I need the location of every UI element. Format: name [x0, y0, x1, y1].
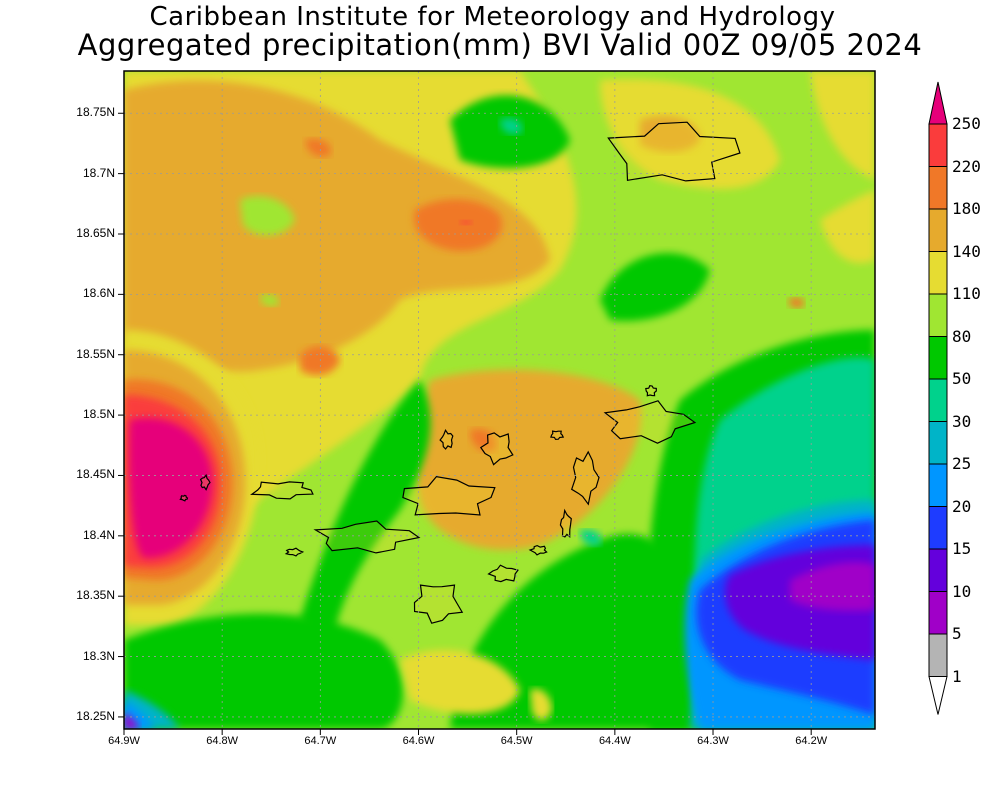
contour-region-110	[810, 71, 875, 180]
colorbar-swatch	[928, 633, 948, 677]
y-tick-label: 18.75N	[76, 105, 115, 120]
colorbar-level-label: 80	[952, 326, 972, 346]
colorbar-swatch	[928, 548, 948, 592]
y-tick-label: 18.4N	[82, 527, 115, 542]
island-outline	[603, 400, 697, 444]
colorbar-swatch	[928, 293, 948, 337]
contour-region-180	[788, 297, 805, 308]
colorbar-level-label: 140	[952, 241, 981, 261]
colorbar-swatch	[928, 251, 948, 295]
island-outline	[607, 121, 741, 182]
contour-region-110	[400, 650, 520, 714]
precipitation-field	[124, 71, 875, 729]
island-outline	[250, 481, 314, 500]
colorbar-level-label: 180	[952, 199, 981, 218]
x-tick-label: 64.4W	[598, 735, 631, 747]
island-outline	[487, 564, 519, 583]
contour-region-110	[820, 190, 875, 264]
island-outline	[645, 385, 657, 397]
colorbar-level-label: 110	[952, 284, 981, 303]
figure-subtitle: Aggregated precipitation(mm) BVI Valid 0…	[77, 28, 923, 62]
contour-region-80	[260, 294, 279, 306]
island-outline	[550, 430, 565, 441]
axes-ticks	[118, 112, 812, 735]
contour-region-30	[794, 419, 805, 433]
island-outline	[439, 429, 454, 450]
x-tick-label: 64.7W	[304, 735, 337, 747]
figure-title: Caribbean Institute for Meteorology and …	[149, 2, 836, 32]
contour-region-50	[124, 613, 404, 729]
contour-region-250	[129, 418, 213, 559]
contour-region-180	[414, 199, 502, 251]
contour-region-180	[305, 138, 331, 157]
contour-region-140	[124, 80, 550, 372]
colorbar-level-label: 25	[952, 454, 972, 473]
contour-region-5	[790, 562, 875, 611]
contour-region-30	[500, 118, 523, 135]
island-outline	[413, 584, 464, 624]
island-outline	[528, 544, 548, 556]
y-tick-label: 18.7N	[82, 165, 115, 180]
island-outline	[402, 475, 496, 516]
grid-lines	[124, 71, 875, 729]
colorbar-level-label: 250	[952, 114, 981, 133]
colorbar-swatch	[928, 463, 948, 507]
colorbar-swatch	[928, 336, 948, 380]
y-tick-label: 18.6N	[82, 286, 115, 301]
colorbar-level-label: 10	[952, 581, 972, 601]
x-tick-label: 64.2W	[795, 735, 828, 747]
x-tick-label: 64.9W	[108, 735, 140, 747]
island-outline	[313, 520, 421, 554]
x-tick-label: 64.5W	[500, 735, 533, 747]
island-outline	[479, 432, 514, 466]
colorbar-level-label: 1	[952, 666, 962, 686]
colorbar-level-label: 50	[952, 369, 972, 388]
color-legend	[928, 81, 948, 715]
contour-region-140	[415, 369, 642, 550]
contour-region-50	[300, 380, 431, 650]
island-outline	[199, 473, 211, 491]
x-tick-label: 64.8W	[206, 735, 239, 747]
x-tick-label: 64.3W	[697, 735, 729, 747]
colorbar-level-label: 20	[952, 496, 972, 516]
colorbar-swatch	[928, 506, 948, 550]
island-outline	[570, 450, 600, 506]
y-tick-label: 18.65N	[76, 225, 115, 240]
y-tick-label: 18.45N	[76, 467, 115, 482]
colorbar-level-label: 15	[952, 539, 972, 558]
contour-region-220	[460, 220, 472, 225]
colorbar-swatch	[928, 166, 948, 210]
y-tick-label: 18.35N	[76, 588, 115, 603]
contour-region-30	[580, 529, 602, 546]
colorbar-top-arrow	[928, 81, 948, 125]
colorbar-swatch	[928, 208, 948, 252]
contour-region-5	[124, 712, 140, 729]
y-tick-label: 18.25N	[76, 708, 115, 723]
y-tick-label: 18.5N	[82, 407, 115, 422]
island-outline	[284, 547, 305, 557]
colorbar-level-label: 5	[952, 624, 962, 643]
colorbar-swatch	[928, 421, 948, 465]
colorbar-level-label: 30	[952, 411, 972, 431]
contour-region-140	[640, 116, 700, 152]
island-outline	[179, 494, 189, 502]
y-tick-label: 18.55N	[76, 346, 115, 361]
contour-region-80	[240, 196, 295, 236]
colorbar-swatch	[928, 591, 948, 635]
plot-frame	[123, 70, 876, 730]
contour-region-110	[530, 688, 552, 721]
x-tick-label: 64.6W	[402, 735, 435, 747]
contour-region-50	[600, 253, 710, 321]
colorbar-swatch	[928, 123, 948, 167]
colorbar-swatch	[928, 378, 948, 422]
colorbar-level-label: 220	[952, 156, 981, 176]
islands-outline	[179, 121, 741, 624]
y-tick-label: 18.3N	[82, 648, 115, 663]
colorbar-bottom-arrow	[928, 676, 948, 715]
